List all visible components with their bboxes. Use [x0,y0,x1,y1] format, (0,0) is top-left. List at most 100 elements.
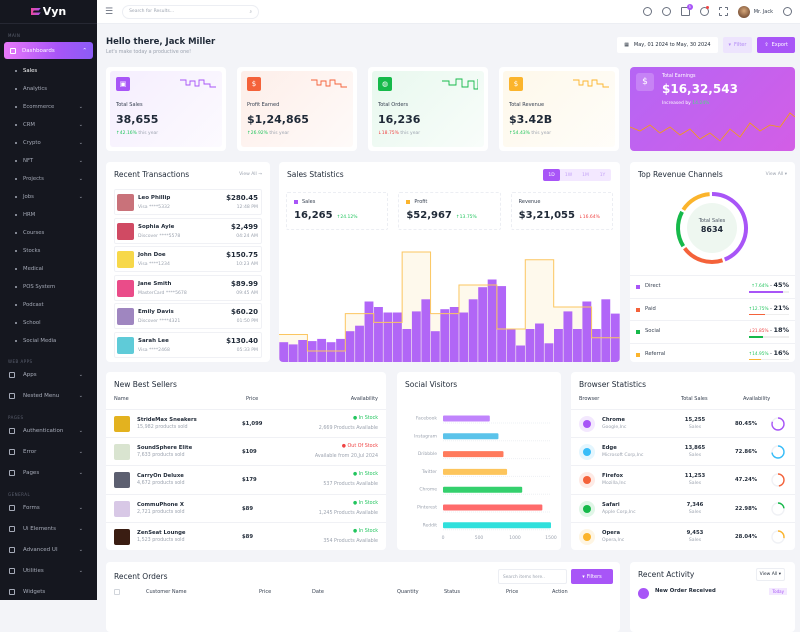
chrome-icon [579,416,595,432]
sidebar-item-nft[interactable]: NFT ⌄ [0,152,97,170]
search-input[interactable]: Search for Results... ⌕ [122,4,260,19]
product-row[interactable]: StrideMax Sneakers 15,982 products sold $1… [106,409,386,437]
browser-row[interactable]: Chrome Google,Inc 15,255 Sales 80.45% [571,409,795,437]
date-range-picker[interactable]: ▦ May, 01 2024 to May, 30 2024 [617,37,718,53]
filters-button[interactable]: ▾ Filters [571,569,613,584]
sidebar-item-authentication[interactable]: Authentication ⌄ [0,420,97,441]
sidebar-item-advanced-ui[interactable]: Advanced UI ⌄ [0,539,97,560]
donut-slice-paid [683,246,724,264]
select-all-checkbox[interactable] [114,589,120,595]
product-row[interactable]: ZenSeat Lounge 1,523 products sold $89 ● In… [106,521,386,550]
product-row[interactable]: CommuPhone X 2,721 products sold $89 ● In S… [106,493,386,522]
browser-row[interactable]: Safari Apple Corp,Inc 7,346 Sales 22.98% [571,493,795,522]
products-sold: 2,721 products sold [137,509,185,515]
sales-bar [591,329,601,362]
period-tab-1Y[interactable]: 1Y [599,172,606,178]
sidebar-item-error[interactable]: Error ⌄ [0,441,97,462]
product-row[interactable]: SoundSphere Elite 7,633 products sold $109… [106,437,386,465]
chevron-down-icon: ⌄ [78,371,83,378]
cart-icon[interactable]: 5 [680,4,693,16]
currency-icon[interactable] [642,7,652,16]
layers-icon [9,392,15,399]
view-all-button[interactable]: View All ▾ [755,568,785,581]
bullet-icon [15,232,17,234]
earnings-label: Total Earnings [662,74,696,79]
sidebar-item-pos-system[interactable]: POS System [0,278,97,296]
product-row[interactable]: CarryOn Deluxe 4,672 products sold $179 ● I… [106,465,386,493]
menu-toggle-icon[interactable]: ☰ [105,6,114,17]
sidebar-item-projects[interactable]: Projects ⌄ [0,170,97,188]
period-tab-1D[interactable]: 1D [543,169,560,181]
sidebar-item-jobs[interactable]: Jobs ⌄ [0,188,97,206]
availability-ring [771,501,785,516]
period-tab-1M[interactable]: 1M [582,172,589,178]
sales-bar [355,325,364,362]
bullet-icon [15,340,17,342]
gear-icon[interactable] [783,7,792,16]
sidebar-item-forms[interactable]: Forms ⌄ [0,497,97,518]
transaction-row[interactable]: Leo Phillip Visa ****5332 $280.45 12:48 PM [114,189,262,215]
sidebar-item-courses[interactable]: Courses [0,224,97,242]
transaction-row[interactable]: John Doe Visa ****1234 $150.75 10:23 AM [114,246,262,273]
sidebar-item-apps[interactable]: Apps ⌄ [0,364,97,385]
sidebar-item-pages[interactable]: Pages ⌄ [0,462,97,483]
sidebar-item-podcast[interactable]: Podcast [0,296,97,314]
period-tab-1W[interactable]: 1W [564,172,573,178]
moon-icon[interactable] [661,7,671,16]
sidebar-item-widgets[interactable]: Widgets [0,581,97,602]
sidebar-item-sales[interactable]: Sales [0,62,97,80]
sidebar-item-crm[interactable]: CRM ⌄ [0,116,97,134]
channel-progress [749,358,789,360]
donut-center-value: 8634 [700,225,724,234]
sales-bar [459,312,469,362]
orders-search-input[interactable]: Search items here.. [498,569,567,584]
sales-chart [279,251,620,362]
sidebar-item-label: Stocks [23,248,41,254]
sales-bar [279,342,289,362]
sidebar-item-label: Pages [23,469,40,476]
sidebar-item-analytics[interactable]: Analytics [0,80,97,98]
sidebar-item-utilities[interactable]: Utilities ⌄ [0,560,97,581]
bullet-icon [15,196,17,198]
sidebar-item-crypto[interactable]: Crypto ⌄ [0,134,97,152]
transaction-row[interactable]: Jane Smith MasterCard ****5678 $89.99 09:45… [114,274,262,301]
fullscreen-icon[interactable] [718,7,728,16]
avatar[interactable] [737,5,750,18]
sales-bar [430,331,440,362]
filter-button[interactable]: ▾ Filter [722,37,753,53]
user-name[interactable]: Mr. Jack [753,8,773,15]
browser-row[interactable]: Firefox Mozilla,Inc 11,253 Sales 47.24% [571,465,795,493]
sales-statistics-card: Sales Statistics 1D 1W 1M 1Y Sales 16,265 ↑24… [279,162,620,362]
transaction-row[interactable]: Emily Davis Discover ****4321 $60.20 01:50 … [114,303,262,330]
donut-center-label: Total Sales [698,218,726,224]
transaction-row[interactable]: Sarah Lee Visa ****2468 $130.40 05:33 PM [114,331,262,358]
browser-row[interactable]: Edge Microsoft Corp,Inc 13,865 Sales 72.86% [571,437,795,465]
sidebar-item-label: Widgets [23,588,46,595]
sparkline [573,79,609,88]
sidebar-item-label: Ui Elements [23,525,56,532]
sidebar-item-stocks[interactable]: Stocks [0,242,97,260]
product-image [114,472,130,489]
browser-row[interactable]: Opera Opera,Inc 9,453 Sales 28.04% [571,521,795,550]
bell-icon[interactable] [699,6,709,16]
transaction-row[interactable]: Sophia Ayle Discover ****5578 $2,499 04:24 … [114,217,262,244]
kpi-change: ↑24.12% [336,215,358,220]
view-all-link[interactable]: View All ▾ [765,172,787,177]
export-button[interactable]: ⇪ Export [757,37,795,53]
sidebar-item-hrm[interactable]: HRM [0,206,97,224]
sidebar-item-ecommerce[interactable]: Ecommerce ⌄ [0,98,97,116]
availability: 1,245 Products Available [318,510,378,516]
sidebar-item-nested-menu[interactable]: Nested Menu ⌄ [0,385,97,406]
logo[interactable]: Vyn [0,0,97,24]
sidebar-item-ui-elements[interactable]: Ui Elements ⌄ [0,518,97,539]
product-price: $89 [242,533,254,540]
view-all-link[interactable]: View All → [239,172,262,177]
sidebar-item-label: Courses [23,230,45,236]
sidebar-item-school[interactable]: School [0,314,97,332]
donut-slice-referral [681,192,710,211]
sidebar-item-social-media[interactable]: Social Media [0,332,97,350]
sales-bar [601,299,611,362]
sales-bar [572,329,582,362]
sidebar-item-dashboards[interactable]: Dashboards ⌃ [4,42,93,59]
sidebar-item-medical[interactable]: Medical [0,260,97,278]
